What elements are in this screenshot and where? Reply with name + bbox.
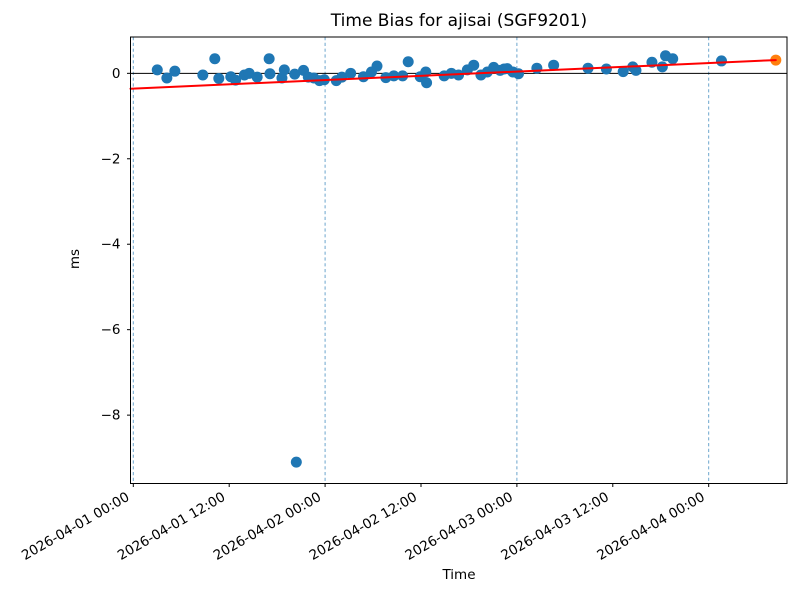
time-bias-point	[667, 53, 679, 65]
time-bias-point	[290, 456, 302, 468]
time-bias-point	[531, 62, 543, 74]
time-bias-point	[630, 64, 642, 76]
time-bias-point	[345, 67, 357, 79]
axes-frame	[130, 36, 788, 484]
y-tick-label: −4	[101, 237, 121, 253]
time-bias-point	[371, 60, 383, 72]
time-bias-point	[151, 64, 163, 76]
time-bias-point	[197, 69, 209, 81]
x-axis-label: Time	[442, 567, 476, 583]
time-bias-point	[169, 65, 181, 77]
time-bias-point	[656, 61, 668, 73]
time-bias-point	[548, 59, 560, 71]
y-tick-label: −6	[101, 322, 121, 338]
time-bias-point	[421, 77, 433, 89]
time-bias-point	[289, 68, 301, 80]
time-bias-point	[251, 71, 263, 83]
time-bias-point	[600, 63, 612, 75]
time-bias-point	[209, 53, 221, 65]
y-tick-label: −8	[101, 408, 121, 424]
x-tick-label: 2026-04-04 00:00	[594, 489, 707, 564]
y-axis-label: ms	[67, 248, 83, 270]
time-bias-point	[402, 56, 414, 68]
time-bias-point	[263, 53, 275, 65]
time-bias-point	[213, 72, 225, 84]
y-tick-label: 0	[112, 66, 121, 82]
time-bias-point	[264, 68, 276, 80]
time-bias-point	[278, 64, 290, 76]
time-bias-point	[512, 68, 524, 80]
time-bias-point	[230, 74, 242, 86]
chart-title: Time Bias for ajisai (SGF9201)	[330, 11, 588, 31]
time-bias-point	[161, 72, 173, 84]
time-bias-point	[388, 70, 400, 82]
time-bias-point	[617, 66, 629, 78]
y-tick-label: −2	[101, 151, 121, 167]
time-bias-point	[468, 59, 480, 71]
time-bias-point	[715, 55, 727, 67]
trend-line	[129, 59, 777, 90]
